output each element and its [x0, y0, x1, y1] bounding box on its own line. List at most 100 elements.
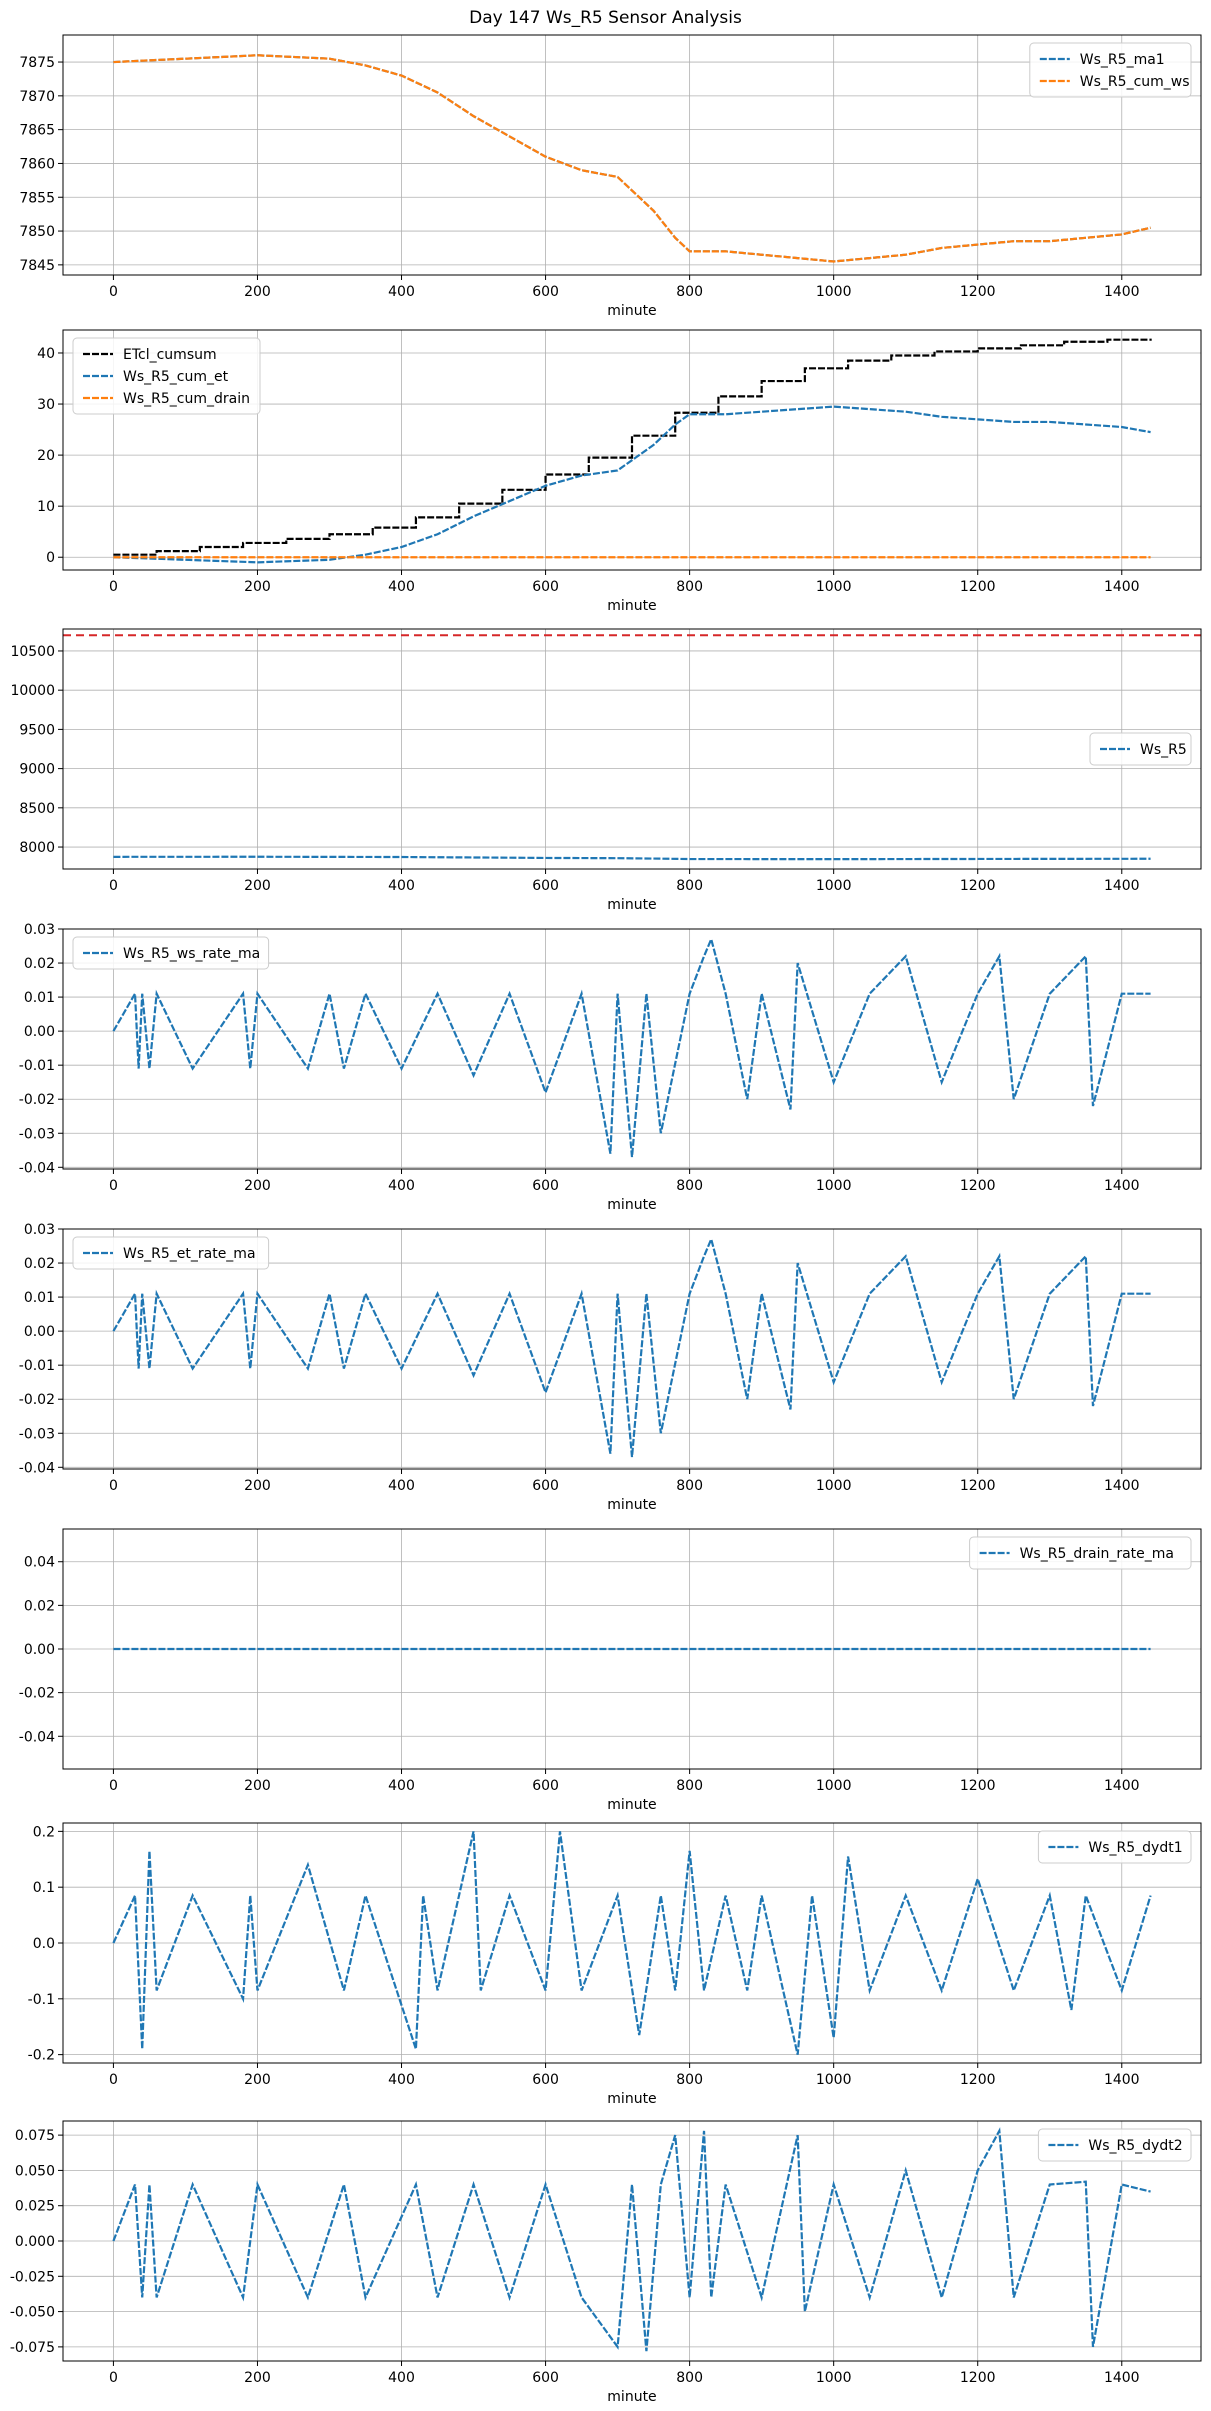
subplot-2: 0 200 400 600 800 1000 1200 1400 0 10 20 30 40 minute… — [37, 329, 1202, 614]
y-tick-label: 0.025 — [15, 2199, 55, 2215]
x-tick-label: 1400 — [1104, 579, 1140, 595]
y-tick-label: 0.075 — [15, 2128, 55, 2144]
y-tick-label: -0.01 — [19, 1358, 55, 1374]
x-tick-label: 200 — [244, 1178, 271, 1194]
y-tick-label: 0.02 — [24, 956, 55, 972]
x-tick-label: 0 — [109, 2072, 118, 2088]
subplot-4: 0 200 400 600 800 1000 1200 1400 -0.04 -0.03 -0.02… — [19, 922, 1202, 1213]
x-tick-label: 1000 — [816, 2370, 852, 2386]
y-tick-label: 8000 — [19, 840, 55, 856]
y-tick-label: 7875 — [19, 55, 55, 71]
y-tick-label: 0.03 — [24, 922, 55, 938]
legend-box — [72, 936, 270, 970]
legend-box — [1037, 1830, 1192, 1864]
y-tick-label: 0.0 — [33, 1936, 55, 1952]
y-tick-label: 10 — [37, 499, 55, 515]
x-tick-label: 0 — [109, 579, 118, 595]
y-tick-label: -0.02 — [19, 1092, 55, 1108]
series-line-ws-r5-dydt1 — [112, 1831, 1152, 2055]
x-tick-label: 600 — [532, 1778, 559, 1794]
legend-label: Ws_R5_cum_et — [123, 369, 229, 385]
x-tick-label: 200 — [244, 284, 271, 300]
x-tick-label: 200 — [244, 878, 271, 894]
x-tick-label: 1400 — [1104, 1778, 1140, 1794]
plot-frame — [62, 1228, 1202, 1470]
legend: Ws_R5_drain_rate_ma — [969, 1536, 1192, 1570]
x-tick-label: 1400 — [1104, 2072, 1140, 2088]
x-tick-label: 1000 — [816, 579, 852, 595]
series-line-ws-r5-cum-et — [113, 405, 1151, 564]
y-tick-label: 0 — [46, 550, 55, 566]
x-axis-label: minute — [607, 897, 656, 913]
x-tick-label: 200 — [244, 1778, 271, 1794]
x-tick-label: 800 — [676, 1778, 703, 1794]
x-axis-label: minute — [607, 2091, 656, 2107]
y-tick-label: 0.00 — [24, 1024, 55, 1040]
subplot-1: 0 200 400 600 800 1000 1200 1400 7845 7850 7855 786… — [19, 34, 1202, 319]
x-tick-label: 1400 — [1104, 1178, 1140, 1194]
y-tick-label: -0.04 — [19, 1160, 55, 1176]
x-tick-label: 1400 — [1104, 1478, 1140, 1494]
x-tick-label: 200 — [244, 1478, 271, 1494]
x-tick-label: 800 — [676, 1478, 703, 1494]
legend: Ws_R5_ws_rate_ma — [72, 936, 270, 970]
x-tick-label: 1400 — [1104, 284, 1140, 300]
y-tick-label: 30 — [37, 397, 55, 413]
x-tick-label: 1400 — [1104, 878, 1140, 894]
subplot-7: 0 200 400 600 800 1000 1200 1400 -0.2 -0.1 0.0 0.1 0… — [28, 1822, 1202, 2107]
y-tick-label: 0.050 — [15, 2163, 55, 2179]
y-tick-label: 0.03 — [24, 1222, 55, 1238]
x-tick-label: 800 — [676, 1178, 703, 1194]
x-tick-label: 1000 — [816, 2072, 852, 2088]
legend-label: Ws_R5_cum_ws — [1080, 74, 1190, 90]
y-tick-label: 10500 — [10, 644, 55, 660]
y-tick-label: 0.02 — [24, 1598, 55, 1614]
subplot-3: 0 200 400 600 800 1000 1200 1400 8000 8500 9000 950… — [10, 628, 1202, 913]
legend-box — [1029, 42, 1192, 98]
y-tick-label: -0.2 — [28, 2048, 55, 2064]
legend-label: Ws_R5_drain_rate_ma — [1020, 1546, 1174, 1562]
x-tick-label: 1000 — [816, 1178, 852, 1194]
x-tick-label: 600 — [532, 1478, 559, 1494]
legend: Ws_R5_ma1 Ws_R5_cum_ws — [1029, 42, 1192, 98]
y-tick-label: -0.01 — [19, 1058, 55, 1074]
legend: Ws_R5_et_rate_ma — [72, 1236, 270, 1270]
x-axis-label: minute — [607, 598, 656, 614]
legend-label: Ws_R5_dydt1 — [1088, 1840, 1182, 1856]
y-tick-label: -0.04 — [19, 1460, 55, 1476]
x-tick-label: 600 — [532, 284, 559, 300]
legend-label: Ws_R5 — [1140, 742, 1187, 758]
legend-label: ETcl_cumsum — [123, 347, 217, 363]
legend-label: Ws_R5_ws_rate_ma — [123, 946, 260, 962]
x-tick-label: 1200 — [960, 2072, 996, 2088]
y-tick-label: 0.2 — [33, 1824, 55, 1840]
subplot-6: 0 200 400 600 800 1000 1200 1400 -0.04 -0.02 0.00 0… — [19, 1528, 1202, 1813]
subplot-stack: 0 200 400 600 800 1000 1200 1400784578507855786… — [10, 34, 1202, 2405]
legend-box — [72, 337, 261, 415]
legend-box — [72, 1236, 270, 1270]
x-tick-label: 800 — [676, 579, 703, 595]
legend: Ws_R5 — [1089, 732, 1192, 766]
x-tick-label: 800 — [676, 2370, 703, 2386]
x-tick-label: 400 — [388, 1478, 415, 1494]
x-tick-label: 400 — [388, 2072, 415, 2088]
x-tick-label: 1200 — [960, 579, 996, 595]
x-tick-label: 1200 — [960, 284, 996, 300]
y-tick-label: 7865 — [19, 123, 55, 139]
x-tick-label: 0 — [109, 284, 118, 300]
x-tick-label: 1400 — [1104, 2370, 1140, 2386]
x-tick-label: 600 — [532, 878, 559, 894]
y-tick-label: 0.02 — [24, 1256, 55, 1272]
figure-title: Day 147 Ws_R5 Sensor Analysis — [469, 8, 742, 28]
legend-label: Ws_R5_cum_drain — [123, 391, 250, 407]
y-tick-label: 10000 — [10, 683, 55, 699]
subplot-5: 0 200 400 600 800 1000 1200 1400 -0.04 -0.03 -0.02… — [19, 1222, 1202, 1513]
y-tick-label: -0.04 — [19, 1729, 55, 1745]
x-tick-label: 600 — [532, 2072, 559, 2088]
legend-label: Ws_R5_et_rate_ma — [123, 1246, 256, 1262]
legend: ETcl_cumsum Ws_R5_cum_et Ws_R5_cum_drain — [72, 337, 261, 415]
y-tick-label: 7860 — [19, 156, 55, 172]
plot-frame — [62, 928, 1202, 1170]
y-tick-label: -0.03 — [19, 1126, 55, 1142]
x-tick-label: 800 — [676, 284, 703, 300]
